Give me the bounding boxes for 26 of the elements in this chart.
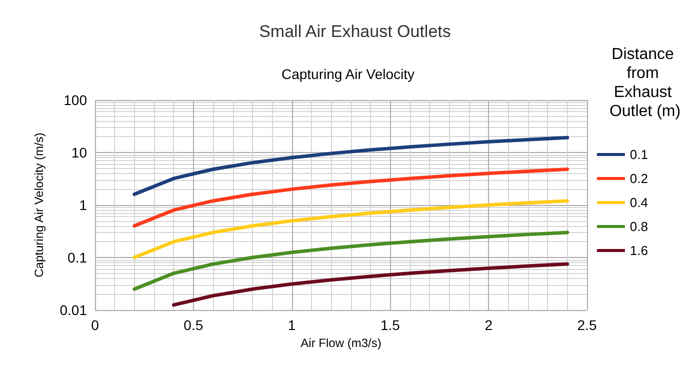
x-axis-title: Air Flow (m3/s): [300, 336, 382, 350]
y-tick-label: 0.01: [60, 302, 88, 318]
legend-label: 0.4: [630, 195, 648, 210]
line-series: [132, 199, 570, 260]
y-tick-label: 0.1: [68, 250, 88, 266]
line-series: [132, 167, 570, 228]
x-tick-label: 2: [484, 317, 493, 333]
chart-title: Small Air Exhaust Outlets: [259, 22, 451, 41]
y-tick-label: 100: [64, 92, 88, 108]
line-series: [132, 136, 570, 196]
x-tick-label: 1.5: [380, 317, 400, 333]
line-series: [132, 230, 570, 291]
x-tick-label: 1: [288, 317, 296, 333]
chart-subtitle: Capturing Air Velocity: [281, 66, 415, 82]
legend-label: 0.1: [630, 147, 648, 162]
line-series: [172, 262, 570, 307]
x-tick-label: 0.5: [184, 317, 204, 333]
y-axis-title: Capturing Air Velocity (m/s): [32, 132, 46, 278]
x-tick-label: 0: [91, 317, 100, 333]
legend-label: 1.6: [630, 243, 648, 258]
x-tick-label: 2.5: [577, 317, 597, 333]
legend-title: Distance from Exhaust Outlet (m): [609, 46, 681, 120]
legend-label: 0.2: [630, 171, 648, 186]
legend-label: 0.8: [630, 219, 648, 234]
y-tick-label: 1: [79, 197, 88, 213]
y-tick-label: 10: [71, 144, 88, 160]
